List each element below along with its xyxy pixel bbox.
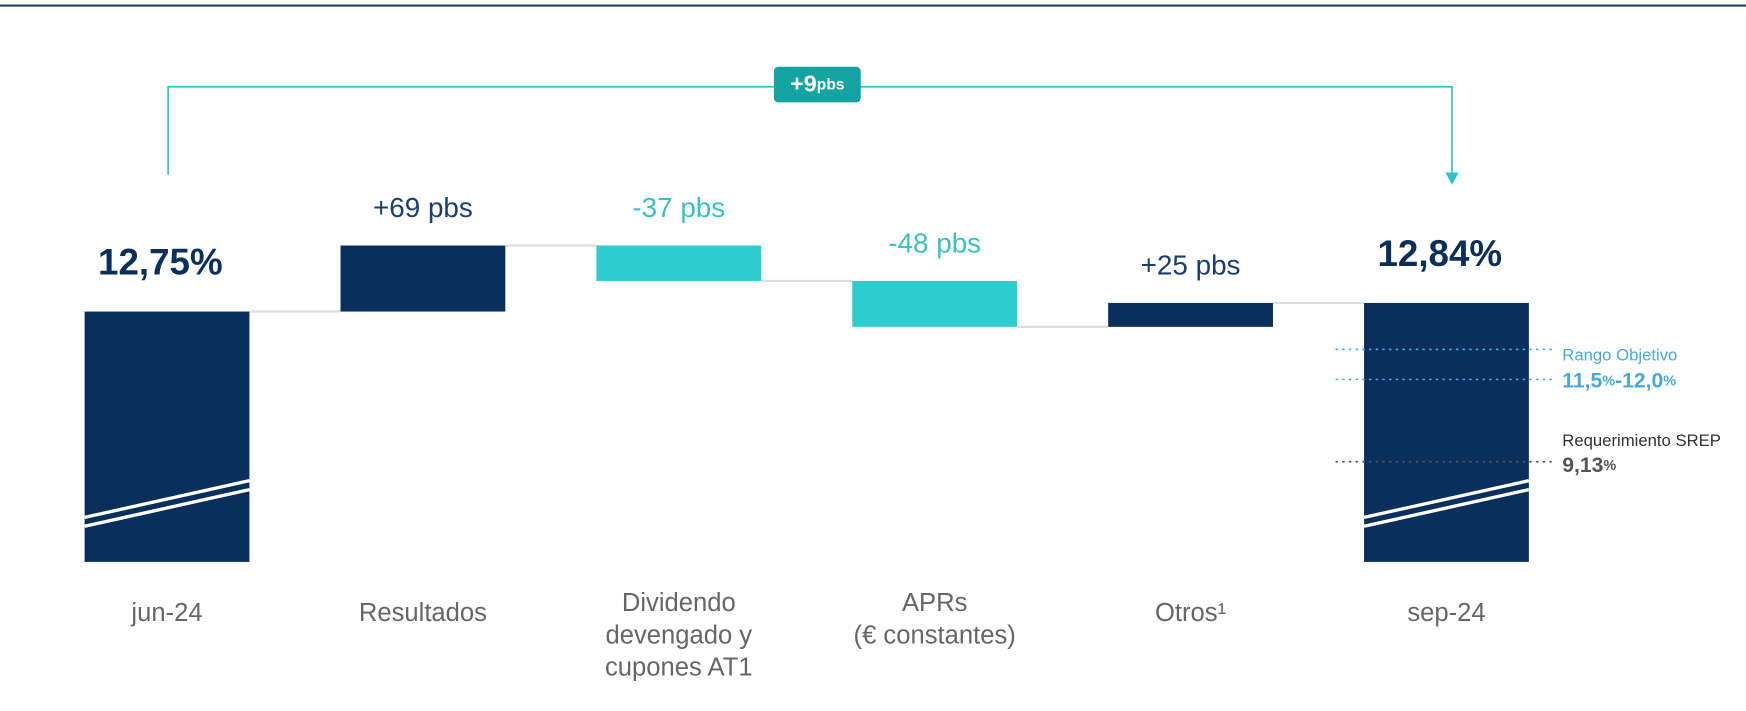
axis-break bbox=[84, 487, 250, 528]
delta-label: +25 pbs bbox=[1141, 250, 1241, 281]
category-label: Resultados bbox=[359, 599, 487, 627]
category-label: jun-24 bbox=[130, 599, 202, 627]
annotation-value: 9,13% bbox=[1562, 454, 1616, 477]
change-label: +9pbs bbox=[790, 71, 845, 97]
delta-label: -48 pbs bbox=[888, 228, 981, 259]
bar bbox=[340, 245, 506, 312]
change-badge bbox=[773, 66, 861, 103]
delta-label: +69 pbs bbox=[373, 192, 473, 223]
axis-break bbox=[84, 479, 250, 520]
annotation-value: 11,5%-12,0% bbox=[1562, 369, 1676, 392]
bracket-arrow bbox=[1445, 172, 1459, 185]
category-label: APRs (€ constantes) bbox=[854, 589, 1016, 649]
delta-label: -37 pbs bbox=[632, 192, 725, 223]
category-label: sep-24 bbox=[1407, 599, 1485, 627]
bar bbox=[596, 245, 762, 281]
axis-break bbox=[1363, 487, 1530, 528]
bar bbox=[1108, 302, 1273, 327]
category-label: Dividendo devengado y cupones AT1 bbox=[605, 589, 753, 682]
axis-break bbox=[1363, 479, 1530, 520]
bar bbox=[1364, 302, 1529, 562]
bar bbox=[84, 311, 250, 562]
category-label: Otros¹ bbox=[1155, 599, 1226, 627]
total-label: 12,75% bbox=[98, 242, 223, 283]
total-label: 12,84% bbox=[1377, 233, 1502, 274]
bar bbox=[852, 280, 1018, 327]
annotation-title: Requerimiento SREP bbox=[1562, 431, 1721, 450]
annotation-title: Rango Objetivo bbox=[1562, 345, 1677, 364]
